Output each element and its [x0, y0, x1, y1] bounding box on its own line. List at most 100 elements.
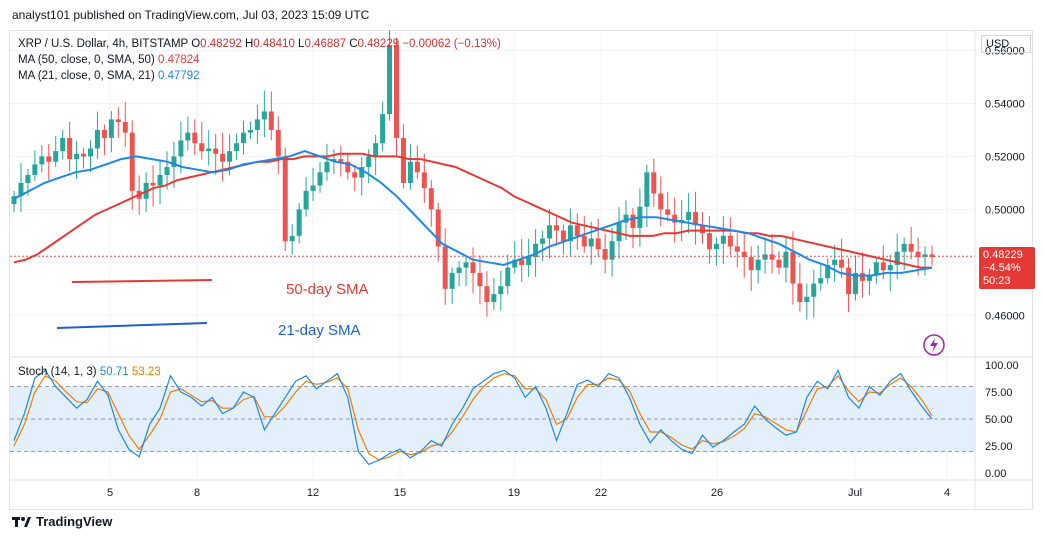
candle-body: [275, 129, 281, 157]
candle-body: [435, 209, 441, 247]
stoch-tick-label: 75.00: [985, 387, 1013, 399]
candle-body: [581, 235, 587, 247]
candle-body: [380, 114, 386, 144]
candle-body: [658, 193, 664, 210]
price-tick-label: 0.50000: [985, 204, 1025, 216]
candle-body: [442, 246, 448, 289]
candle-body: [526, 257, 532, 265]
candle-body: [595, 238, 601, 250]
stoch-label[interactable]: Stoch (14, 1, 3): [18, 366, 97, 378]
candle-body: [540, 238, 546, 244]
candle-body: [11, 196, 17, 205]
candle-body: [39, 156, 45, 165]
symbol-title[interactable]: XRP / U.S. Dollar, 4h, BITSTAMP: [18, 38, 189, 50]
candle-body: [74, 153, 80, 160]
low-label: L: [298, 38, 305, 50]
candle-body: [547, 225, 552, 239]
candle-body: [553, 225, 559, 231]
candle-body: [491, 294, 497, 303]
sma50-annotation: 50-day SMA: [286, 281, 369, 298]
candle-body: [213, 148, 219, 154]
candle-body: [324, 161, 330, 173]
candle-body: [644, 172, 650, 207]
candle-body: [866, 275, 872, 281]
high-label: H: [244, 38, 254, 50]
stoch-tick-label: 25.00: [985, 441, 1013, 453]
candle-body: [345, 161, 351, 173]
candle-body: [901, 243, 907, 252]
sma21-sample-line: [56, 322, 208, 329]
close-label: C: [349, 38, 358, 50]
ma21-value: 0.47792: [157, 70, 200, 82]
ma21-label[interactable]: MA (21, close, 0, SMA, 21): [18, 70, 155, 82]
low-value: 0.46887: [304, 38, 347, 50]
candle-body: [755, 259, 761, 271]
candle-body: [567, 225, 573, 242]
chart-legend: XRP / U.S. Dollar, 4h, BITSTAMP O0.48292…: [18, 36, 501, 84]
candle-body: [609, 241, 615, 260]
stoch-tick-label: 0.00: [985, 468, 1006, 480]
candle-body: [720, 235, 726, 244]
candle-body: [122, 122, 128, 133]
ma50-label[interactable]: MA (50, close, 0, SMA, 50): [18, 54, 155, 66]
candle-body: [289, 235, 295, 242]
time-tick-label: 22: [595, 487, 607, 499]
candle-body: [727, 235, 733, 247]
candle-body: [846, 267, 852, 295]
candle-body: [407, 161, 413, 183]
high-value: 0.48410: [253, 38, 295, 50]
footer-brand[interactable]: TradingView: [12, 514, 112, 529]
close-value: 0.48229: [357, 38, 400, 50]
time-tick-label: 4: [944, 487, 950, 499]
candle-body: [873, 262, 879, 276]
candle-body: [150, 182, 156, 186]
candle-body: [748, 257, 754, 271]
candle-body: [804, 296, 810, 303]
candle-body: [505, 267, 511, 287]
candle-body: [762, 254, 768, 260]
bolt-icon[interactable]: [922, 333, 946, 357]
price-tick-label: 0.52000: [985, 151, 1025, 163]
candle-body: [303, 190, 309, 210]
candle-body: [894, 251, 900, 265]
candle-body: [67, 137, 73, 160]
time-tick-label: 5: [107, 487, 113, 499]
stoch-legend: Stoch (14, 1, 3) 50.71 53.23: [18, 366, 161, 378]
candle-body: [421, 172, 427, 189]
candle-body: [686, 212, 692, 220]
candle-body: [706, 233, 712, 250]
publish-header: analyst101 published on TradingView.com,…: [12, 8, 370, 22]
candle-body: [853, 272, 858, 295]
change-value: −0.00062 (−0.13%): [402, 38, 501, 50]
tradingview-logo-icon: [12, 516, 31, 527]
candle-body: [394, 45, 399, 138]
stoch-band: [10, 386, 975, 452]
candle-body: [839, 259, 845, 268]
time-tick-label: Jul: [848, 487, 862, 499]
ma50-line: [13, 152, 932, 269]
open-label: O: [191, 38, 201, 50]
candle-body: [400, 137, 406, 183]
candle-body: [296, 209, 302, 236]
candle-body: [463, 262, 469, 268]
candle-body: [387, 45, 393, 115]
candle-body: [713, 243, 719, 250]
time-tick-label: 12: [307, 487, 319, 499]
candle-body: [790, 251, 796, 284]
sma21-annotation: 21-day SMA: [278, 322, 361, 339]
candle-body: [477, 272, 483, 287]
currency-button[interactable]: USD: [981, 35, 1031, 53]
candle-body: [366, 156, 372, 168]
candle-body: [115, 119, 121, 123]
candle-body: [317, 172, 323, 186]
candle-body: [734, 246, 740, 252]
candle-body: [310, 185, 316, 191]
footer-brand-label: TradingView: [36, 514, 113, 529]
ma21-line: [13, 150, 933, 277]
candle-body: [776, 259, 782, 268]
candle-body: [929, 254, 935, 258]
candle-body: [227, 151, 233, 162]
candle-body: [338, 159, 344, 162]
candle-body: [665, 209, 671, 215]
